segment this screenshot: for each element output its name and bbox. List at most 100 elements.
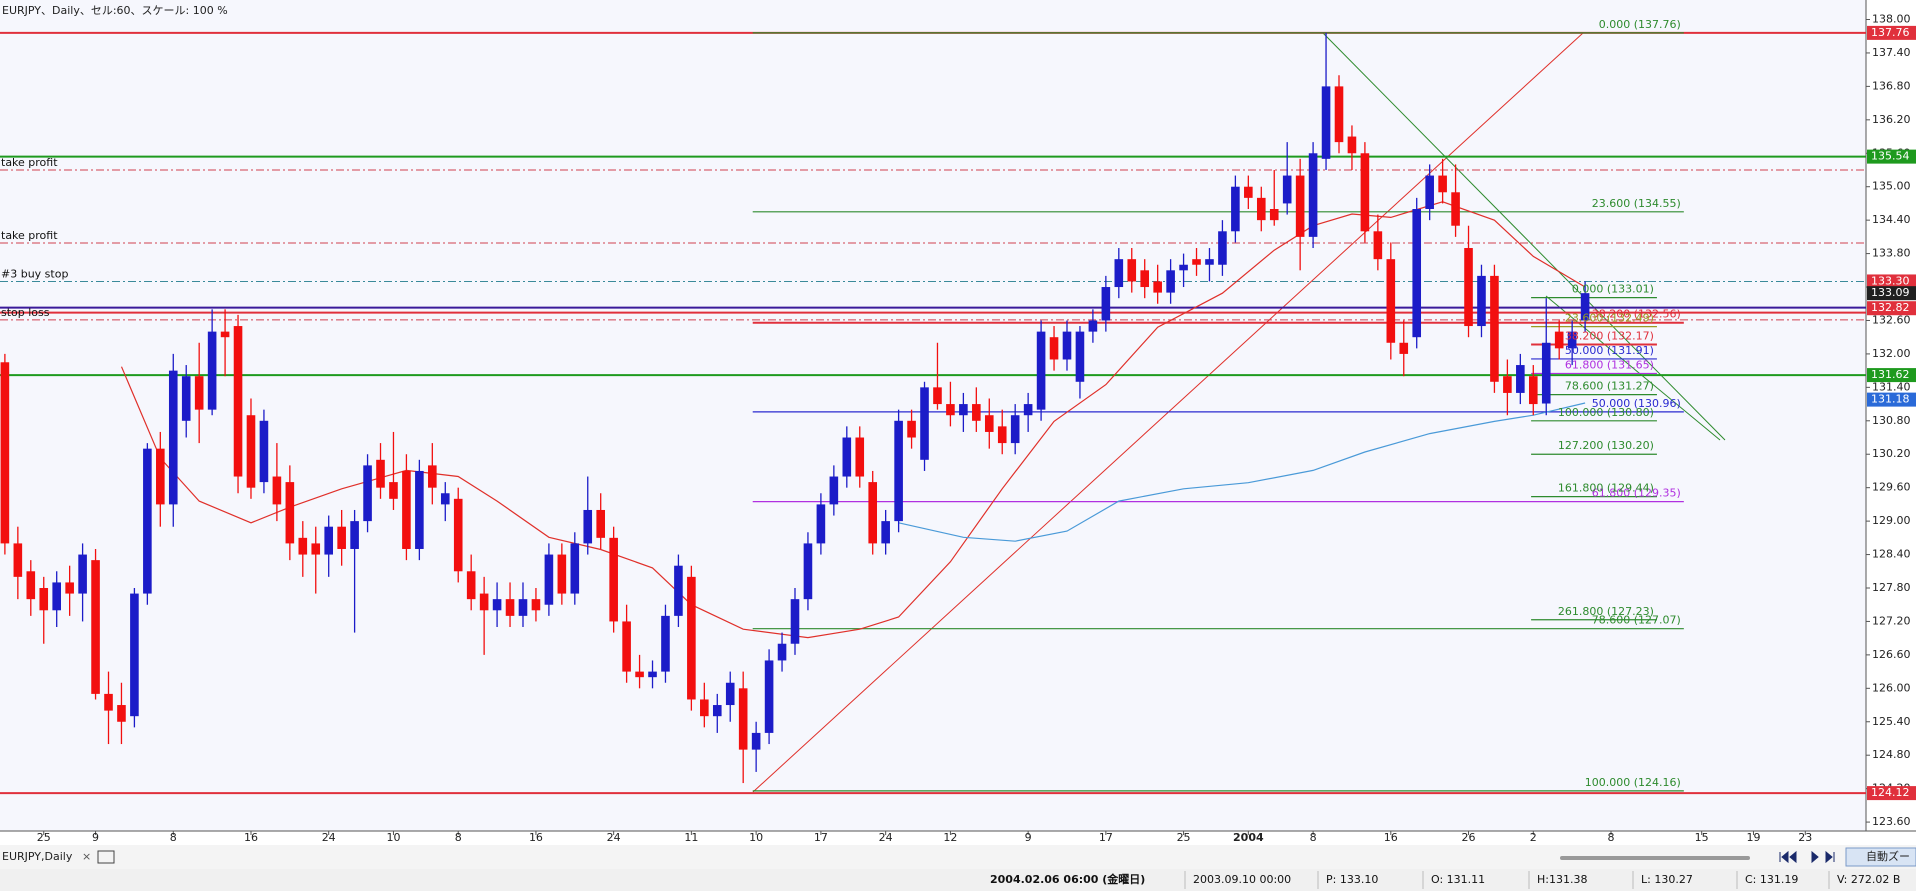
candle-body: [738, 688, 748, 750]
candle-body: [181, 376, 191, 421]
x-tick-label: 2: [1530, 831, 1537, 844]
candle-body: [1153, 281, 1162, 293]
candle-body: [1244, 186, 1253, 198]
zoom-label[interactable]: 自動ズー: [1866, 849, 1910, 863]
candle-body: [531, 599, 541, 611]
plot: [0, 31, 1866, 795]
price-tag-label: 131.62: [1871, 368, 1910, 381]
y-tick-label: 129.60: [1872, 481, 1911, 494]
level-label: take profit: [1, 229, 58, 242]
candle-body: [829, 476, 839, 505]
candle-body: [1451, 192, 1460, 226]
trend-line: [1322, 32, 1726, 441]
price-axis-background: [1866, 0, 1916, 831]
nav-buttons[interactable]: [1779, 850, 1835, 864]
candle-body: [1205, 259, 1214, 265]
x-tick-label: 10: [386, 831, 400, 844]
x-tick-label: 23: [1798, 831, 1812, 844]
y-tick-label: 135.00: [1872, 180, 1911, 193]
candle-body: [1490, 275, 1499, 382]
y-tick-label: 124.80: [1872, 748, 1911, 761]
candle-body: [1049, 337, 1059, 360]
fib-label: 78.600 (127.07): [1592, 614, 1681, 627]
candle-body: [557, 554, 567, 594]
candle-body: [700, 699, 709, 717]
price-tag-label: 133.30: [1871, 274, 1910, 287]
zoom-button[interactable]: [1845, 847, 1916, 867]
candle-body: [220, 331, 230, 338]
y-tick-label: 128.40: [1872, 548, 1911, 561]
fib-label: 50.000 (130.96): [1592, 397, 1681, 410]
candle-body: [868, 482, 878, 544]
candle-body: [1036, 331, 1046, 410]
tab-label[interactable]: EURJPY,Daily: [2, 850, 73, 863]
y-tick-label: 134.40: [1872, 213, 1911, 226]
candle-body: [324, 526, 334, 555]
candle-body: [933, 387, 942, 405]
price-tag: [1867, 274, 1916, 289]
candle-body: [1140, 270, 1150, 288]
candle-body: [1528, 376, 1538, 405]
level-label: stop loss: [1, 306, 50, 319]
candle-body: [725, 682, 735, 706]
candle-body: [1386, 259, 1396, 343]
price-tag: [1867, 301, 1916, 316]
candle-body: [298, 537, 308, 555]
x-tick-label: 9: [92, 831, 99, 844]
candle-body: [777, 643, 787, 661]
y-tick-label: 126.60: [1872, 648, 1911, 661]
moving-average: [120, 201, 1586, 639]
fib-label: 0.000 (133.01): [1572, 283, 1654, 296]
candle-body: [1412, 209, 1422, 338]
chart-title: EURJPY、Daily、セル:60、スケール: 100 %: [2, 4, 228, 17]
status-item: C: 131.19: [1745, 873, 1798, 886]
price-tag-label: 132.82: [1871, 301, 1910, 314]
price-tag-label: 124.12: [1871, 786, 1910, 799]
candle-body: [492, 599, 502, 611]
candle-body: [1567, 331, 1577, 349]
scrollbar[interactable]: [1560, 856, 1750, 860]
x-tick-label: 10: [749, 831, 763, 844]
candle-body: [466, 571, 476, 600]
candle-body: [78, 554, 87, 594]
candle-body: [389, 482, 398, 499]
x-tick-label: 24: [322, 831, 336, 844]
y-tick-label: 133.80: [1872, 247, 1911, 260]
y-tick-label: 123.60: [1872, 815, 1911, 828]
tab-close[interactable]: ×: [82, 850, 91, 863]
y-tick-label: 125.40: [1872, 715, 1911, 728]
candle-body: [764, 660, 774, 733]
fib-label: 78.600 (131.27): [1565, 380, 1654, 393]
candle-body: [583, 509, 593, 544]
y-tick-label: 129.00: [1872, 514, 1911, 527]
y-tick-label: 132.00: [1872, 347, 1911, 360]
x-tick-label: 9: [1025, 831, 1032, 844]
candle-body: [1554, 331, 1564, 349]
candle-body: [881, 521, 890, 544]
candle-body: [1438, 175, 1447, 193]
candle-body: [207, 331, 217, 410]
price-tag-label: 137.76: [1871, 26, 1910, 39]
candle-body: [156, 448, 165, 505]
candle-body: [1503, 376, 1512, 393]
candle-body: [402, 470, 411, 549]
candle-body: [946, 404, 955, 416]
trend-line: [752, 32, 1584, 793]
status-bar: [0, 869, 1916, 891]
x-tick-label: 16: [1384, 831, 1398, 844]
candle-body: [1062, 331, 1072, 360]
candle-body: [518, 599, 528, 616]
fib-label: 100.000 (130.80): [1558, 406, 1654, 419]
tab-icon[interactable]: [97, 850, 115, 864]
candle-body: [1010, 415, 1020, 444]
fib-label: 61.800 (129.35): [1592, 487, 1681, 500]
candle-body: [894, 420, 903, 522]
candle-body: [0, 362, 10, 544]
candle-body: [959, 404, 968, 416]
candle-body: [972, 404, 981, 421]
candle-body: [26, 571, 36, 600]
candle-body: [13, 543, 23, 577]
y-tick-label: 126.00: [1872, 681, 1911, 694]
fib-label: 0.000 (137.76): [1599, 18, 1681, 31]
